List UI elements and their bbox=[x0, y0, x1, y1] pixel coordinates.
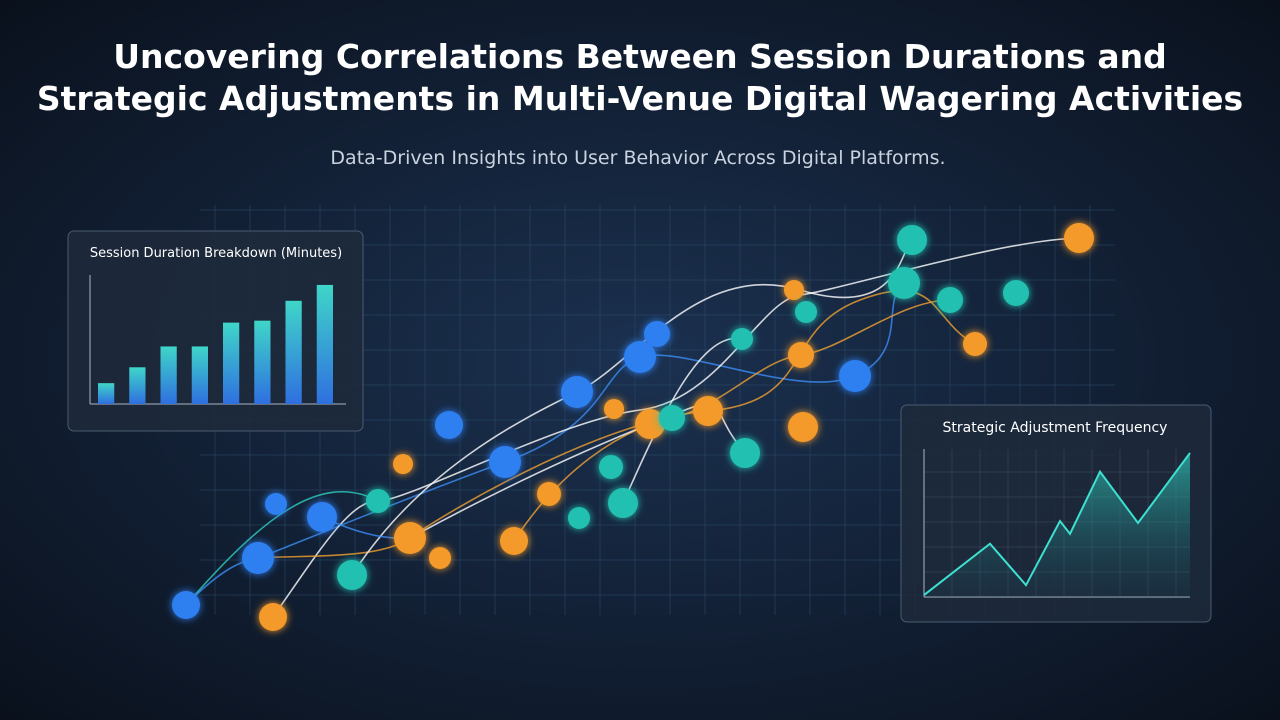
decor-node bbox=[788, 412, 818, 442]
decor-link bbox=[513, 299, 951, 542]
decor-node bbox=[635, 409, 665, 439]
bar bbox=[254, 320, 271, 404]
decor-node bbox=[337, 560, 367, 590]
decor-node bbox=[172, 591, 200, 619]
panel-title: Session Duration Breakdown (Minutes) bbox=[90, 246, 342, 261]
decor-node bbox=[624, 341, 656, 373]
decor-node bbox=[242, 542, 274, 574]
decor-node bbox=[795, 301, 817, 323]
area bbox=[924, 452, 1190, 597]
subtitle: Data-Driven Insights into User Behavior … bbox=[330, 147, 945, 169]
decor-node bbox=[429, 547, 451, 569]
bar bbox=[160, 346, 177, 404]
decor-node bbox=[963, 332, 987, 356]
bar-chart bbox=[89, 275, 346, 405]
decor-node bbox=[259, 603, 287, 631]
decor-node bbox=[599, 455, 623, 479]
decor-network bbox=[172, 223, 1094, 631]
decor-node bbox=[644, 321, 670, 347]
decor-node bbox=[730, 438, 760, 468]
decor-node bbox=[489, 446, 521, 478]
decor-node bbox=[500, 527, 528, 555]
decor-node bbox=[435, 411, 463, 439]
decor-node bbox=[788, 342, 814, 368]
title: Uncovering Correlations Between Session … bbox=[113, 37, 1167, 76]
decor-node bbox=[537, 482, 561, 506]
decor-node bbox=[839, 360, 871, 392]
decor-node bbox=[784, 280, 804, 300]
decor-node bbox=[568, 507, 590, 529]
decor-node bbox=[693, 396, 723, 426]
decor-node bbox=[265, 493, 287, 515]
decor-node bbox=[604, 399, 624, 419]
line bbox=[923, 452, 1191, 596]
bar bbox=[98, 383, 115, 404]
decor-node bbox=[307, 502, 337, 532]
bar bbox=[191, 346, 208, 404]
decor-node bbox=[366, 489, 390, 513]
decor-node bbox=[659, 405, 685, 431]
decor-node bbox=[608, 488, 638, 518]
bar bbox=[285, 300, 302, 404]
title: Strategic Adjustments in Multi-Venue Dig… bbox=[37, 79, 1243, 118]
decor-node bbox=[561, 376, 593, 408]
decor-link bbox=[622, 337, 743, 504]
decor-node bbox=[888, 267, 920, 299]
bar bbox=[223, 322, 240, 404]
decor-link bbox=[185, 491, 379, 606]
decor-node bbox=[1003, 280, 1029, 306]
bar bbox=[316, 284, 333, 404]
decor-node bbox=[731, 328, 753, 350]
decor-link bbox=[272, 237, 1080, 618]
area-chart bbox=[923, 449, 1191, 598]
decor-node bbox=[937, 287, 963, 313]
decor-node bbox=[897, 225, 927, 255]
decor-node bbox=[394, 522, 426, 554]
decor-node bbox=[393, 454, 413, 474]
bar bbox=[129, 367, 146, 404]
panel-title: Strategic Adjustment Frequency bbox=[943, 420, 1168, 436]
decor-node bbox=[1064, 223, 1094, 253]
